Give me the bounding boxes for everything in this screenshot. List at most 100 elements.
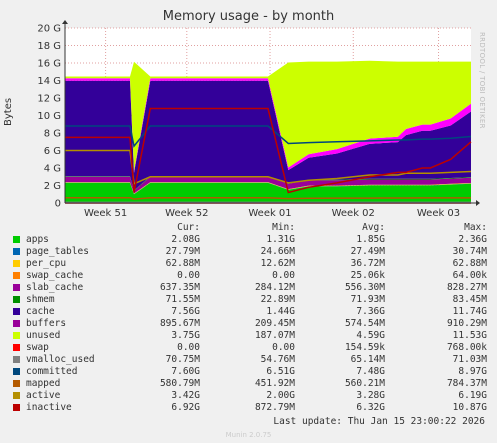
legend-value-max: 828.27M (446, 282, 487, 293)
legend-header-min: Min: (272, 222, 295, 233)
legend-series-name: active (26, 390, 61, 401)
legend-series-name: swap (26, 342, 49, 353)
legend-row-mapped: mapped 580.79M 451.92M 560.21M 784.37M (0, 378, 497, 390)
legend-value-cur: 27.79M (165, 246, 200, 257)
chart-title: Memory usage - by month (162, 9, 335, 24)
legend-value-avg: 71.93M (350, 294, 385, 305)
legend-value-min: 6.51G (266, 366, 295, 377)
legend-value-avg: 3.28G (356, 390, 385, 401)
x-tick-label: Week 03 (417, 208, 460, 219)
y-axis-arrow-icon (62, 20, 68, 24)
legend-value-cur: 0.00 (177, 270, 200, 281)
area-slab-cache (65, 176, 471, 194)
legend-row-inactive: inactive 6.92G 872.79M 6.32G 10.87G (0, 402, 497, 414)
legend-header-max: Max: (464, 222, 487, 233)
legend-value-max: 2.36G (458, 234, 487, 245)
legend-value-max: 11.53G (452, 330, 487, 341)
legend-value-min: 0.00 (272, 342, 295, 353)
y-tick-label: 10 G (37, 111, 61, 122)
legend-row-vmalloc-used: vmalloc_used 70.75M 54.76M 65.14M 71.03M (0, 354, 497, 366)
legend-value-avg: 7.36G (356, 306, 385, 317)
legend-value-avg: 556.30M (344, 282, 385, 293)
legend-series-name: slab_cache (26, 282, 84, 293)
legend-value-min: 451.92M (254, 378, 295, 389)
legend-header-avg: Avg: (362, 222, 385, 233)
legend-series-name: cache (26, 306, 55, 317)
munin-credit: Munin 2.0.75 (225, 431, 272, 439)
line-inactive (65, 107, 472, 194)
legend-value-max: 8.97G (458, 366, 487, 377)
y-tick-label: 4 G (44, 164, 61, 175)
legend-series-name: mapped (26, 378, 61, 389)
legend-value-min: 2.00G (266, 390, 295, 401)
x-tick-label: Week 52 (165, 208, 208, 219)
legend-value-cur: 7.60G (171, 366, 200, 377)
y-tick-label: 2 G (44, 181, 61, 192)
line-committed (65, 125, 472, 148)
y-tick-label: 14 G (37, 76, 61, 87)
legend-value-min: 22.89M (260, 294, 295, 305)
legend-value-avg: 1.85G (356, 234, 385, 245)
legend-value-max: 64.00k (452, 270, 487, 281)
legend-swatch-icon (13, 320, 20, 327)
legend-row-slab-cache: slab_cache 637.35M 284.12M 556.30M 828.27M (0, 282, 497, 294)
y-tick-label: 20 G (37, 24, 61, 35)
legend-value-min: 1.44G (266, 306, 295, 317)
legend-row-cache: cache 7.56G 1.44G 7.36G 11.74G (0, 306, 497, 318)
legend-value-cur: 70.75M (165, 354, 200, 365)
x-tick-label: Week 02 (332, 208, 375, 219)
legend-value-cur: 0.00 (177, 342, 200, 353)
legend-value-max: 910.29M (446, 318, 487, 329)
legend-value-avg: 4.59G (356, 330, 385, 341)
legend-series-name: inactive (26, 402, 72, 413)
legend-series-name: unused (26, 330, 61, 341)
legend-row-per-cpu: per_cpu 62.88M 12.62M 36.72M 62.88M (0, 258, 497, 270)
legend-swatch-icon (13, 260, 20, 267)
legend-value-max: 784.37M (446, 378, 487, 389)
legend-value-cur: 3.42G (171, 390, 200, 401)
legend-value-max: 6.19G (458, 390, 487, 401)
legend-value-cur: 71.55M (165, 294, 200, 305)
legend-value-avg: 7.48G (356, 366, 385, 377)
y-tick-labels: 0 2 G 4 G 6 G 8 G 10 G 12 G 14 G 16 G 18 G 20 G (37, 24, 61, 210)
legend-swatch-icon (13, 332, 20, 339)
legend-swatch-icon (13, 392, 20, 399)
y-tick-label: 0 (55, 199, 61, 210)
legend-value-min: 187.07M (254, 330, 295, 341)
legend-swatch-icon (13, 248, 20, 255)
x-tick-label: Week 01 (248, 208, 291, 219)
legend-row-committed: committed 7.60G 6.51G 7.48G 8.97G (0, 366, 497, 378)
y-tick-label: 8 G (44, 129, 61, 140)
legend-value-avg: 574.54M (344, 318, 385, 329)
legend-value-cur: 3.75G (171, 330, 200, 341)
legend-series-name: swap_cache (26, 270, 84, 281)
legend-value-min: 1.31G (266, 234, 295, 245)
line-mapped (65, 197, 471, 200)
legend-value-cur: 6.92G (171, 402, 200, 413)
last-update: Last update: Thu Jan 15 23:00:22 2026 (273, 416, 485, 427)
legend-value-avg: 65.14M (350, 354, 385, 365)
memory-area-chart: 0 2 G 4 G 6 G 8 G 10 G 12 G 14 G 16 G 18 G 20 G We… (37, 20, 480, 219)
legend-row-swap-cache: swap_cache 0.00 0.00 25.06k 64.00k (0, 270, 497, 282)
legend-swatch-icon (13, 308, 20, 315)
legend-row-unused: unused 3.75G 187.07M 4.59G 11.53G (0, 330, 497, 342)
legend-swatch-icon (13, 356, 20, 363)
legend-swatch-icon (13, 344, 20, 351)
y-tick-label: 6 G (44, 146, 61, 157)
legend-row-page-tables: page_tables 27.79M 24.66M 27.49M 30.74M (0, 246, 497, 258)
legend-value-max: 30.74M (452, 246, 487, 257)
rrdtool-side-label: RRDTOOL / TOBI OETIKER (478, 32, 486, 129)
legend-row-swap: swap 0.00 0.00 154.59k 768.00k (0, 342, 497, 354)
legend-header-cur: Cur: (177, 222, 200, 233)
x-tick-labels: Week 51 Week 52 Week 01 Week 02 Week 03 (84, 208, 460, 219)
legend-row-apps: apps 2.08G 1.31G 1.85G 2.36G (0, 234, 497, 246)
legend-value-min: 24.66M (260, 246, 295, 257)
legend-value-min: 0.00 (272, 270, 295, 281)
legend-swatch-icon (13, 284, 20, 291)
legend-swatch-icon (13, 368, 20, 375)
legend-swatch-icon (13, 380, 20, 387)
legend-value-min: 872.79M (254, 402, 295, 413)
legend-value-avg: 560.21M (344, 378, 385, 389)
area-unused (65, 60, 471, 172)
legend-value-min: 12.62M (260, 258, 295, 269)
